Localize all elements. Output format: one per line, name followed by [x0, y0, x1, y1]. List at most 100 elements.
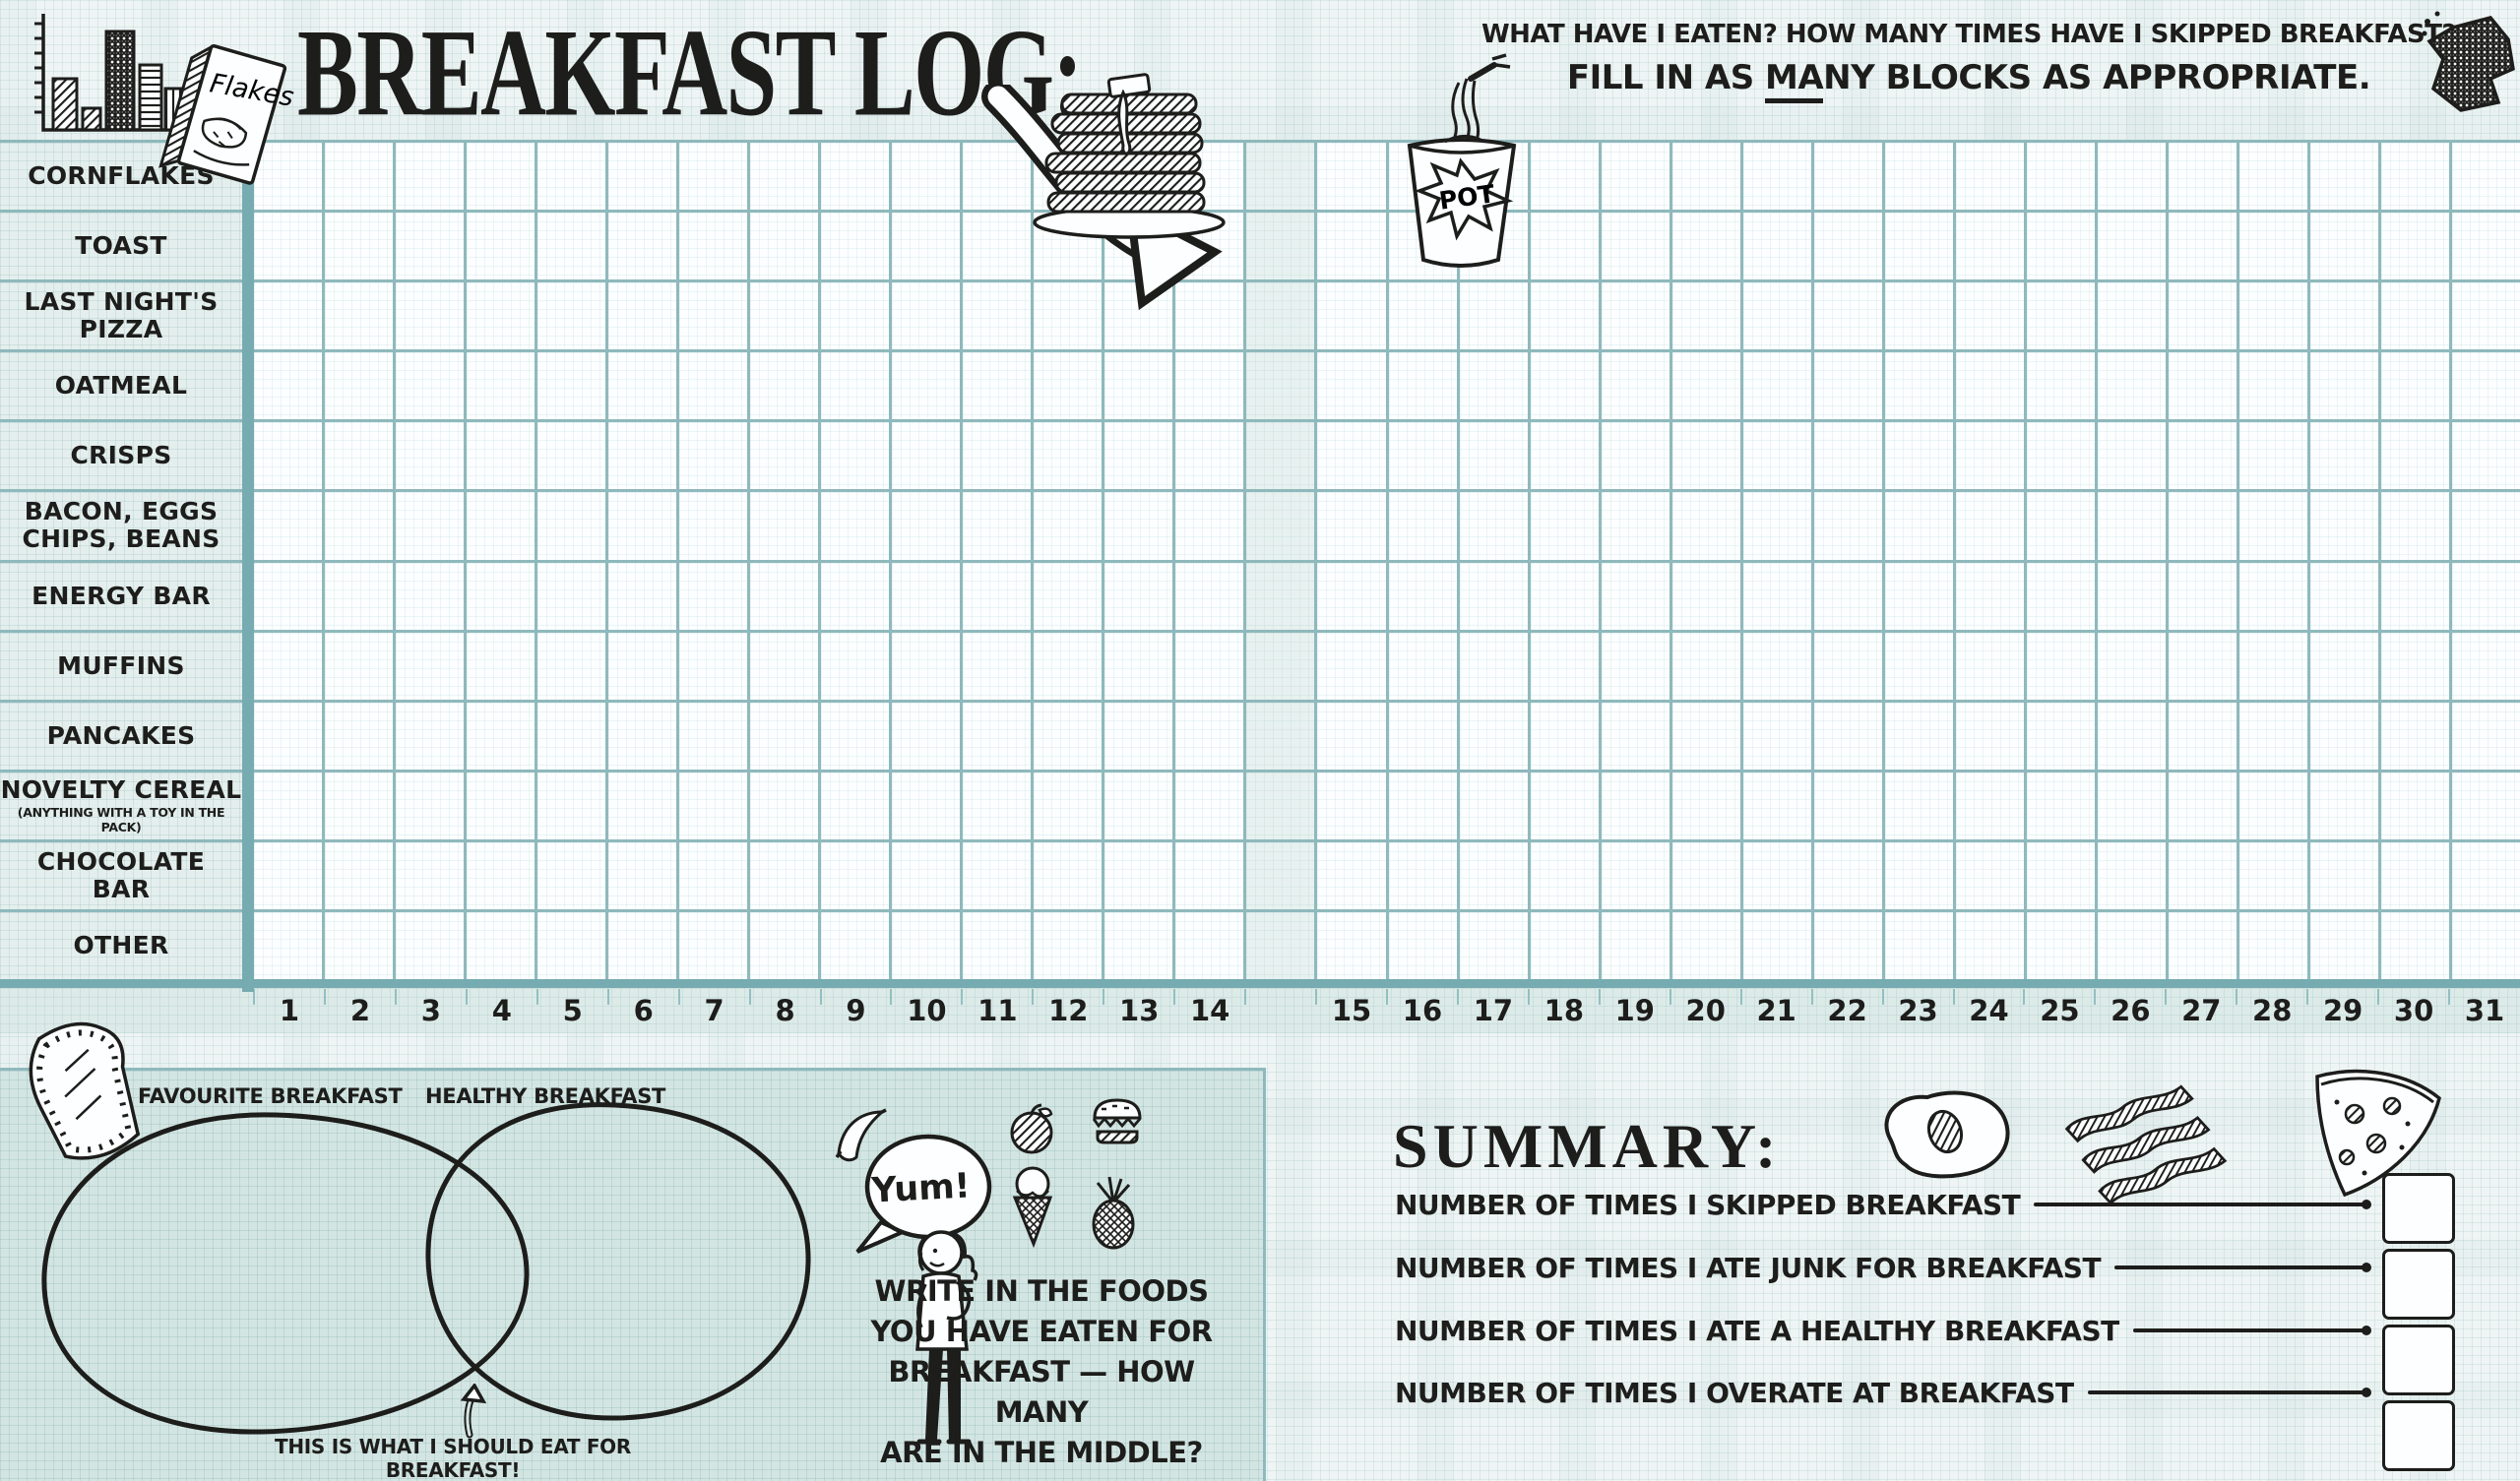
- day-block-cell[interactable]: [2309, 841, 2378, 909]
- day-block-cell[interactable]: [1175, 771, 1244, 839]
- day-block-cell[interactable]: [1530, 771, 1599, 839]
- day-block-cell[interactable]: [537, 282, 606, 350]
- day-block-cell[interactable]: [1104, 702, 1173, 770]
- day-block-cell[interactable]: [1104, 632, 1173, 700]
- day-block-cell[interactable]: [1813, 632, 1882, 700]
- summary-count-box[interactable]: [2382, 1325, 2455, 1395]
- venn-circles[interactable]: [5, 1078, 832, 1471]
- day-block-cell[interactable]: [750, 492, 819, 560]
- day-block-cell[interactable]: [1813, 771, 1882, 839]
- day-block-cell[interactable]: [1955, 911, 2024, 979]
- day-block-cell[interactable]: [2309, 282, 2378, 350]
- day-block-cell[interactable]: [2168, 282, 2236, 350]
- day-block-cell[interactable]: [2451, 911, 2520, 979]
- day-block-cell[interactable]: [2238, 282, 2307, 350]
- day-block-cell[interactable]: [892, 911, 961, 979]
- day-block-cell[interactable]: [2451, 143, 2520, 211]
- day-block-cell[interactable]: [1388, 702, 1457, 770]
- day-block-cell[interactable]: [325, 632, 394, 700]
- day-block-cell[interactable]: [2238, 632, 2307, 700]
- day-block-cell[interactable]: [963, 632, 1032, 700]
- day-block-cell[interactable]: [2238, 143, 2307, 211]
- day-block-cell[interactable]: [1034, 282, 1102, 350]
- day-block-cell[interactable]: [396, 911, 465, 979]
- day-block-cell[interactable]: [1601, 702, 1670, 770]
- day-block-cell[interactable]: [1388, 562, 1457, 630]
- day-block-cell[interactable]: [1317, 562, 1386, 630]
- day-block-cell[interactable]: [1459, 562, 1528, 630]
- day-block-cell[interactable]: [467, 492, 536, 560]
- day-block-cell[interactable]: [1034, 771, 1102, 839]
- day-block-cell[interactable]: [467, 702, 536, 770]
- day-block-cell[interactable]: [1530, 492, 1599, 560]
- day-block-cell[interactable]: [1601, 422, 1670, 490]
- day-block-cell[interactable]: [396, 213, 465, 280]
- day-block-cell[interactable]: [1388, 911, 1457, 979]
- day-block-cell[interactable]: [1530, 282, 1599, 350]
- day-block-cell[interactable]: [892, 143, 961, 211]
- day-block-cell[interactable]: [821, 282, 890, 350]
- day-block-cell[interactable]: [963, 422, 1032, 490]
- day-block-cell[interactable]: [608, 282, 677, 350]
- day-block-cell[interactable]: [1388, 492, 1457, 560]
- day-block-cell[interactable]: [1813, 282, 1882, 350]
- day-block-cell[interactable]: [325, 562, 394, 630]
- day-block-cell[interactable]: [892, 632, 961, 700]
- day-block-cell[interactable]: [1671, 911, 1740, 979]
- day-block-cell[interactable]: [2380, 213, 2449, 280]
- day-block-cell[interactable]: [2380, 771, 2449, 839]
- day-block-cell[interactable]: [2097, 282, 2166, 350]
- day-block-cell[interactable]: [2238, 562, 2307, 630]
- day-block-cell[interactable]: [1955, 492, 2024, 560]
- day-block-cell[interactable]: [1459, 911, 1528, 979]
- day-block-cell[interactable]: [1601, 352, 1670, 420]
- day-block-cell[interactable]: [1317, 492, 1386, 560]
- day-block-cell[interactable]: [2451, 771, 2520, 839]
- day-block-cell[interactable]: [1813, 492, 1882, 560]
- day-block-cell[interactable]: [608, 213, 677, 280]
- day-block-cell[interactable]: [1813, 562, 1882, 630]
- day-block-cell[interactable]: [750, 213, 819, 280]
- day-block-cell[interactable]: [1601, 771, 1670, 839]
- day-block-cell[interactable]: [1813, 213, 1882, 280]
- day-block-cell[interactable]: [679, 911, 748, 979]
- day-block-cell[interactable]: [1459, 422, 1528, 490]
- day-block-cell[interactable]: [892, 702, 961, 770]
- day-block-cell[interactable]: [2380, 911, 2449, 979]
- day-block-cell[interactable]: [1671, 213, 1740, 280]
- day-block-cell[interactable]: [254, 352, 323, 420]
- day-block-cell[interactable]: [2168, 422, 2236, 490]
- day-block-cell[interactable]: [396, 632, 465, 700]
- day-block-cell[interactable]: [2026, 702, 2095, 770]
- day-block-cell[interactable]: [1175, 911, 1244, 979]
- day-block-cell[interactable]: [467, 771, 536, 839]
- day-block-cell[interactable]: [537, 213, 606, 280]
- day-block-cell[interactable]: [2097, 771, 2166, 839]
- day-block-cell[interactable]: [467, 562, 536, 630]
- day-block-cell[interactable]: [2168, 771, 2236, 839]
- day-block-cell[interactable]: [1175, 562, 1244, 630]
- day-block-cell[interactable]: [1530, 562, 1599, 630]
- day-block-cell[interactable]: [254, 422, 323, 490]
- day-block-cell[interactable]: [2168, 562, 2236, 630]
- day-block-cell[interactable]: [1813, 911, 1882, 979]
- day-block-cell[interactable]: [1530, 632, 1599, 700]
- day-block-cell[interactable]: [467, 422, 536, 490]
- day-block-cell[interactable]: [1955, 632, 2024, 700]
- day-block-cell[interactable]: [2238, 702, 2307, 770]
- day-block-cell[interactable]: [1034, 422, 1102, 490]
- day-block-cell[interactable]: [1742, 702, 1811, 770]
- summary-count-box[interactable]: [2382, 1249, 2455, 1320]
- day-block-cell[interactable]: [608, 562, 677, 630]
- day-block-cell[interactable]: [1742, 143, 1811, 211]
- day-block-cell[interactable]: [1459, 841, 1528, 909]
- day-block-cell[interactable]: [254, 562, 323, 630]
- day-block-cell[interactable]: [1317, 841, 1386, 909]
- day-block-cell[interactable]: [821, 702, 890, 770]
- day-block-cell[interactable]: [467, 632, 536, 700]
- day-block-cell[interactable]: [2097, 143, 2166, 211]
- day-block-cell[interactable]: [1104, 562, 1173, 630]
- day-block-cell[interactable]: [608, 702, 677, 770]
- day-block-cell[interactable]: [679, 422, 748, 490]
- day-block-cell[interactable]: [1034, 562, 1102, 630]
